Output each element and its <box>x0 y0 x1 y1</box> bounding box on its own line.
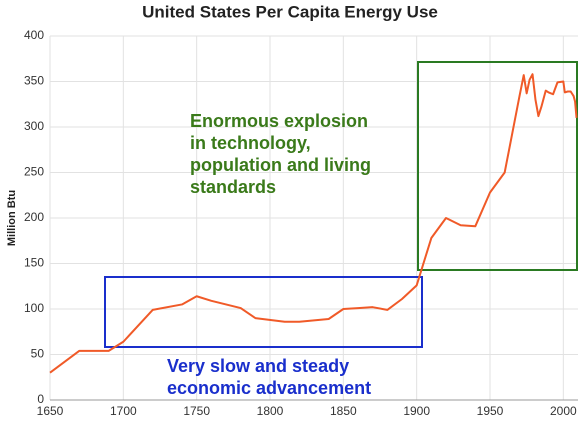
y-tick-label: 0 <box>37 392 44 406</box>
x-tick-label: 1650 <box>37 404 64 418</box>
y-tick-label: 350 <box>24 74 44 88</box>
x-tick-label: 2000 <box>550 404 577 418</box>
annotation: economic advancement <box>167 378 371 398</box>
x-tick-label: 1850 <box>330 404 357 418</box>
x-tick-label: 1750 <box>183 404 210 418</box>
y-axis-label: Million Btu <box>6 190 18 246</box>
x-tick-label: 1950 <box>477 404 504 418</box>
data-line <box>49 73 578 374</box>
y-tick-label: 150 <box>24 256 44 270</box>
annotation: in technology, <box>190 133 311 153</box>
annotation: standards <box>190 177 276 197</box>
y-tick-label: 50 <box>31 347 45 361</box>
x-tick-label: 1700 <box>110 404 137 418</box>
y-tick-label: 300 <box>24 119 44 133</box>
highlight-box <box>417 61 578 271</box>
chart-title: United States Per Capita Energy Use <box>142 2 438 21</box>
y-tick-label: 250 <box>24 165 44 179</box>
x-tick-label: 1900 <box>403 404 430 418</box>
annotation: Enormous explosion <box>190 111 368 131</box>
y-tick-label: 400 <box>24 28 44 42</box>
annotation: Very slow and steady <box>167 356 349 376</box>
annotation: population and living <box>190 155 371 175</box>
highlight-box <box>104 276 423 348</box>
y-tick-label: 100 <box>24 301 44 315</box>
x-tick-label: 1800 <box>257 404 284 418</box>
y-tick-label: 200 <box>24 210 44 224</box>
